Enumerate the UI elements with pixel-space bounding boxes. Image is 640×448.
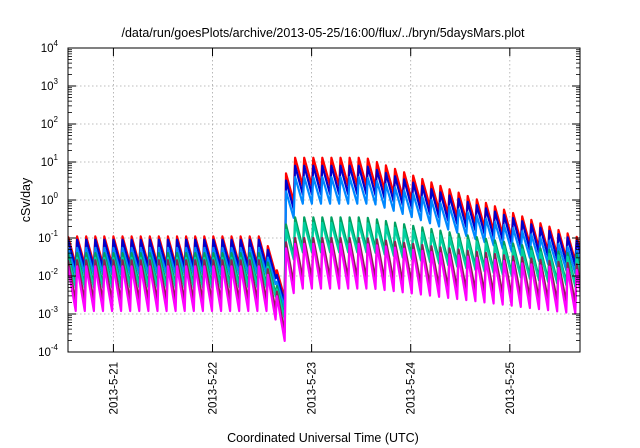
x-tick-label: 2013-5-24 (406, 361, 418, 414)
series-group (68, 156, 580, 342)
y-tick-label: 101 (41, 153, 59, 169)
grid (68, 48, 580, 352)
y-axis-label: cSv/day (19, 177, 33, 222)
x-tick-label: 2013-5-22 (208, 362, 220, 414)
y-tick-labels: 10-4 10-3 10-2 10-1 100 101 102 103 104 (38, 39, 58, 359)
y-tick-label: 10-3 (38, 305, 58, 321)
x-tick-label: 2013-5-23 (307, 362, 319, 414)
x-tick-label: 2013-5-21 (108, 362, 120, 414)
x-tick-labels: 2013-5-21 2013-5-22 2013-5-23 2013-5-24 2013… (108, 361, 516, 414)
y-tick-label: 10-4 (38, 343, 58, 359)
y-tick-label: 10-1 (38, 229, 58, 245)
series-line (68, 242, 580, 342)
y-tick-label: 102 (41, 115, 59, 131)
x-tick-label: 2013-5-25 (505, 362, 517, 414)
ticks (68, 47, 580, 353)
y-tick-label: 104 (41, 39, 59, 55)
x-axis-label: Coordinated Universal Time (UTC) (227, 431, 419, 445)
y-tick-label: 10-2 (38, 267, 58, 283)
y-tick-label: 103 (41, 77, 59, 93)
chart-title: /data/run/goesPlots/archive/2013-05-25/1… (121, 26, 525, 40)
y-tick-label: 100 (41, 191, 59, 207)
